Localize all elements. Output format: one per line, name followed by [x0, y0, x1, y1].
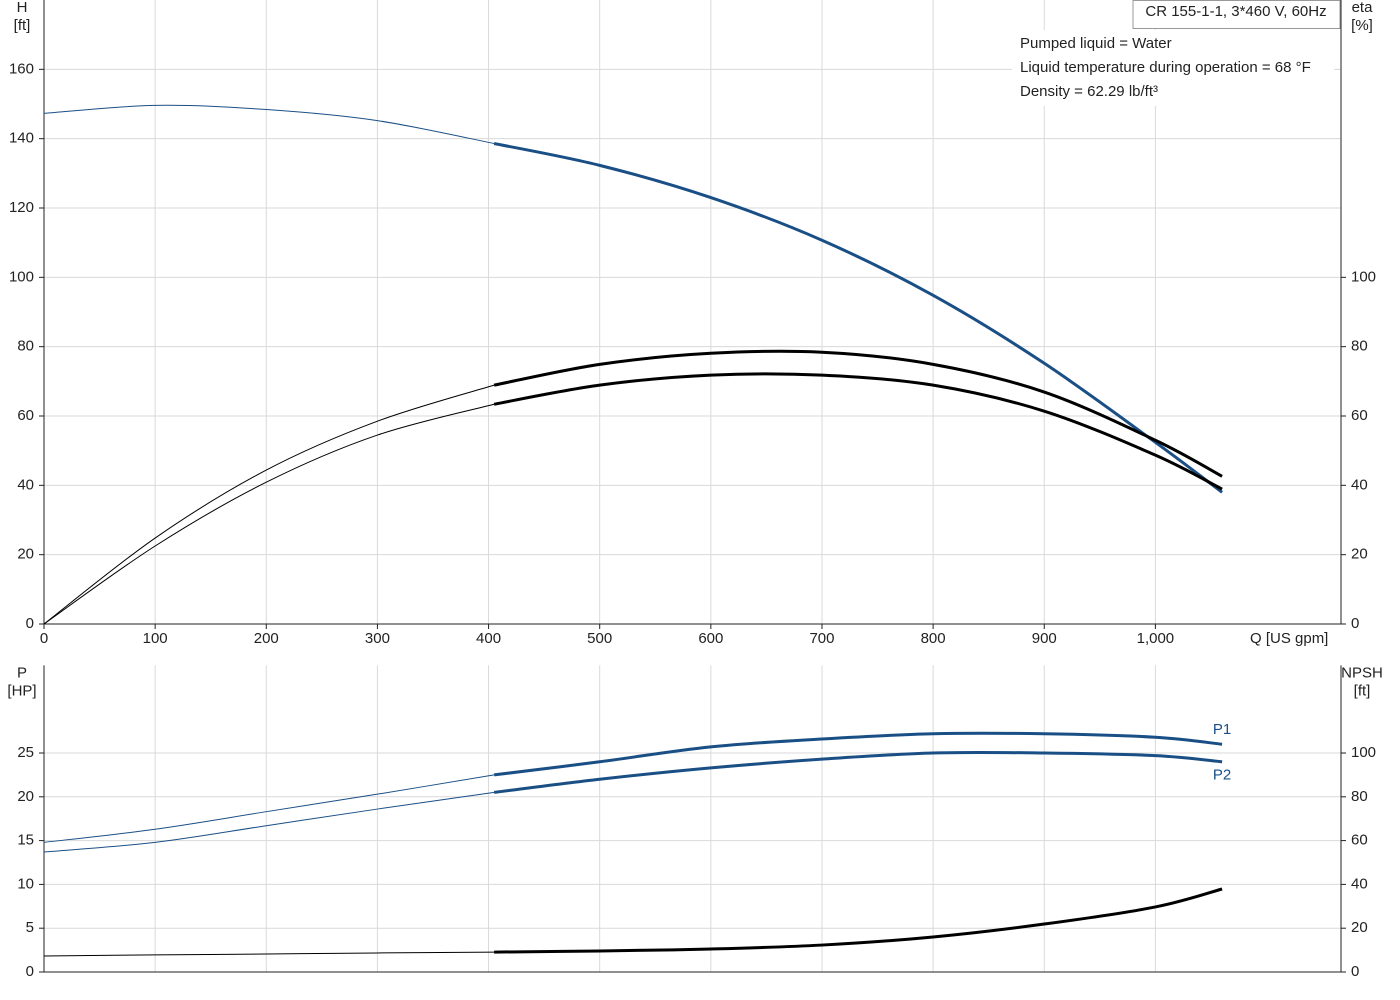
y-tick-label: 10 [17, 875, 34, 892]
annotation: Pumped liquid = Water [1020, 35, 1172, 52]
curve-thick [493, 731, 1223, 777]
series-label: P1 [1213, 721, 1231, 738]
y-tick-label: 140 [9, 130, 34, 147]
y2-axis-label: NPSH [1341, 664, 1383, 681]
annotation: Liquid temperature during operation = 68… [1020, 59, 1311, 76]
curve-thin [43, 104, 495, 145]
y-tick-label: 25 [17, 744, 34, 761]
y-axis-label: P [17, 664, 27, 681]
title-box [1132, 0, 1341, 29]
x-tick-label: 1,000 [1137, 630, 1175, 647]
y-tick-label: 5 [26, 919, 34, 936]
x-tick-label: 400 [476, 630, 501, 647]
curve-thin [43, 384, 495, 625]
series-label: P2 [1213, 767, 1231, 784]
annotation-box [1012, 30, 1334, 106]
y-tick-label: 0 [26, 963, 34, 980]
y-tick-label: 15 [17, 832, 34, 849]
curve-thin [43, 403, 495, 625]
y-tick-label: 100 [9, 268, 34, 285]
y-tick-label: 40 [17, 476, 34, 493]
y2-tick-label: 40 [1351, 476, 1368, 493]
y-tick-label: 0 [26, 615, 34, 632]
y-axis-label: [HP] [7, 682, 36, 699]
y2-axis-label: eta [1352, 0, 1374, 16]
x-tick-label: 0 [40, 630, 48, 647]
annotation: Density = 62.29 lb/ft³ [1020, 83, 1158, 100]
x-tick-label: 100 [143, 630, 168, 647]
y2-tick-label: 40 [1351, 875, 1368, 892]
y-tick-label: 20 [17, 788, 34, 805]
x-tick-label: 600 [698, 630, 723, 647]
y2-tick-label: 100 [1351, 744, 1376, 761]
x-tick-label: 700 [809, 630, 834, 647]
y2-tick-label: 100 [1351, 268, 1376, 285]
y2-tick-label: 20 [1351, 546, 1368, 563]
curve-thick [493, 349, 1223, 478]
y2-tick-label: 0 [1351, 615, 1359, 632]
curve-thick [493, 372, 1223, 491]
curve-thin [43, 791, 495, 853]
x-tick-label: 300 [365, 630, 390, 647]
y-tick-label: 20 [17, 546, 34, 563]
y-tick-label: 60 [17, 407, 34, 424]
y-axis-label: [ft] [14, 17, 31, 34]
y2-tick-label: 80 [1351, 788, 1368, 805]
y-tick-label: 160 [9, 60, 34, 77]
x-tick-label: 200 [254, 630, 279, 647]
y-axis-label: H [17, 0, 28, 16]
y2-tick-label: 80 [1351, 338, 1368, 355]
x-axis-label: Q [US gpm] [1250, 630, 1328, 647]
y2-axis-label: [ft] [1354, 682, 1371, 699]
y-tick-label: 120 [9, 199, 34, 216]
curve-thin [43, 774, 495, 843]
x-tick-label: 900 [1032, 630, 1057, 647]
curve-thin [43, 951, 495, 957]
y2-axis-label: [%] [1351, 17, 1373, 34]
curve-thick [493, 142, 1223, 494]
y2-tick-label: 20 [1351, 919, 1368, 936]
x-tick-label: 500 [587, 630, 612, 647]
curve-thick [493, 750, 1223, 794]
curve-thick [494, 887, 1223, 954]
y-tick-label: 80 [17, 338, 34, 355]
y2-tick-label: 60 [1351, 407, 1368, 424]
x-tick-label: 800 [921, 630, 946, 647]
y2-tick-label: 0 [1351, 963, 1359, 980]
chart-title: CR 155-1-1, 3*460 V, 60Hz [1145, 3, 1326, 20]
y2-tick-label: 60 [1351, 832, 1368, 849]
